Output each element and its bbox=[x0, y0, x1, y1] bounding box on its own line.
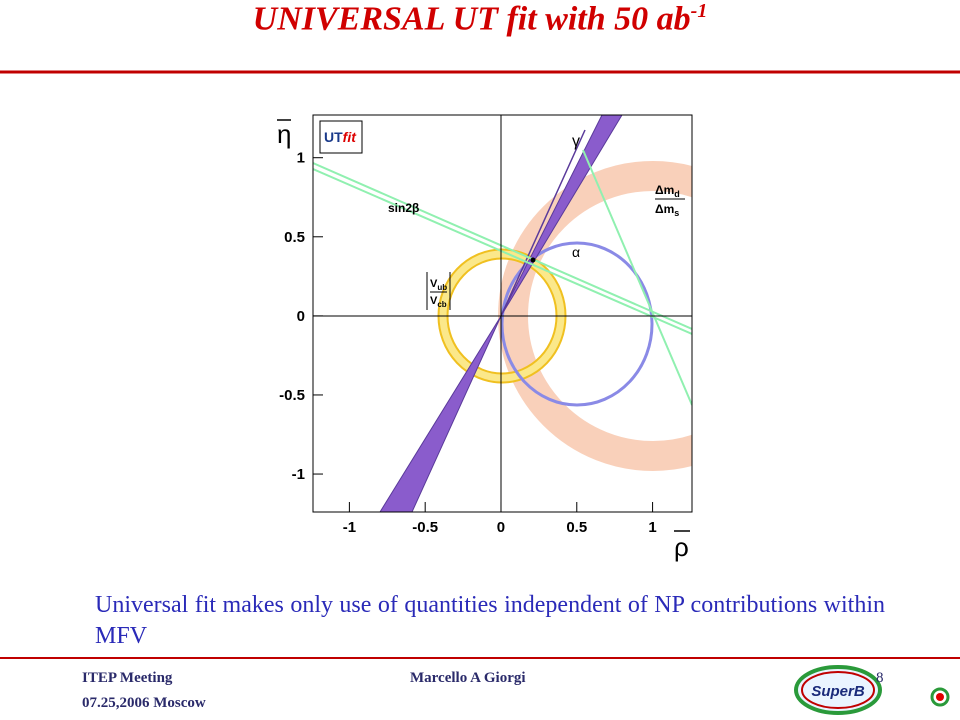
page-number: 8 bbox=[876, 670, 884, 686]
gamma-line bbox=[500, 129, 586, 317]
slide-title: UNIVERSAL UT fit with 50 ab-1 bbox=[0, 0, 960, 38]
footer-meeting: ITEP Meeting bbox=[82, 670, 173, 686]
superb-logo bbox=[794, 665, 882, 715]
superb-text: SuperB bbox=[811, 683, 865, 700]
annotation: sin2β bbox=[388, 201, 419, 215]
y-tick-label: -1 bbox=[292, 466, 305, 483]
superb-logo-ring bbox=[801, 671, 875, 709]
logo-box bbox=[319, 120, 363, 154]
annotation: γ bbox=[572, 133, 580, 150]
x-tick-label: -0.5 bbox=[412, 519, 438, 536]
annotation: Δms bbox=[655, 202, 679, 218]
annotation: Vcb bbox=[430, 295, 447, 309]
sin2b-line bbox=[313, 162, 692, 330]
annotation: Δmd bbox=[655, 183, 680, 199]
alpha-band bbox=[500, 241, 654, 407]
x-tick-label: -1 bbox=[343, 519, 356, 536]
y-tick-label: 1 bbox=[297, 150, 305, 167]
title-sup: -1 bbox=[690, 0, 708, 22]
x-tick-label: 1 bbox=[648, 519, 656, 536]
nav-icon-dot bbox=[936, 693, 944, 701]
gamma-line bbox=[582, 149, 692, 406]
title-text: UNIVERSAL UT fit with 50 ab bbox=[252, 0, 691, 38]
x-axis-label: ρ bbox=[674, 532, 689, 562]
logo: UTfit bbox=[324, 129, 357, 145]
apex bbox=[530, 257, 536, 263]
footer-author: Marcello A Giorgi bbox=[410, 670, 526, 686]
y-tick-label: -0.5 bbox=[279, 387, 305, 404]
footer-date: 07.25,2006 Moscow bbox=[82, 695, 206, 711]
x-tick-label: 0.5 bbox=[566, 519, 587, 536]
sin2b-line bbox=[313, 168, 692, 335]
annotation: Vub bbox=[430, 278, 447, 292]
caption: Universal fit makes only use of quantiti… bbox=[95, 592, 885, 650]
y-axis-label: η bbox=[277, 119, 291, 149]
annotation: α bbox=[572, 244, 580, 260]
y-tick-label: 0 bbox=[297, 308, 305, 325]
x-tick-label: 0 bbox=[497, 519, 505, 536]
frame bbox=[312, 114, 693, 513]
y-tick-label: 0.5 bbox=[284, 229, 305, 246]
constraints bbox=[313, 115, 692, 512]
